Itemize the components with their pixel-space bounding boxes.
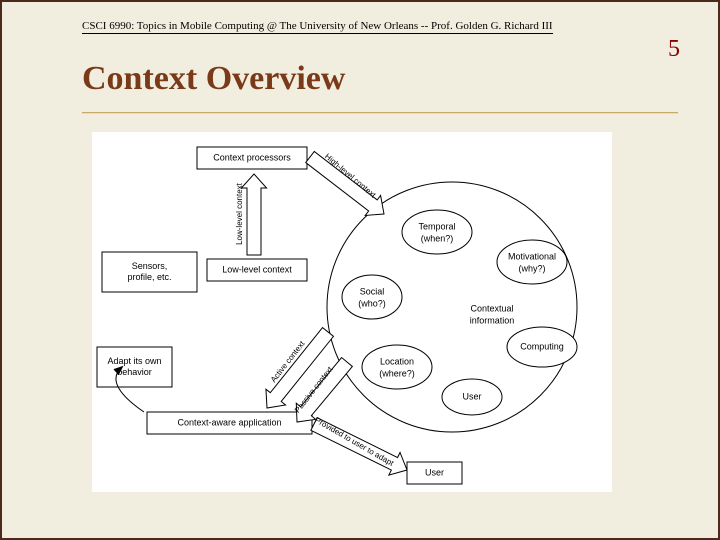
page-number: 5 bbox=[668, 36, 680, 63]
provided-to-user-arrow-label: Provided to user to adapt bbox=[313, 415, 396, 468]
svg-text:(why?): (why?) bbox=[518, 263, 545, 273]
sensors-label: Sensors, bbox=[132, 261, 168, 271]
context_processors-label: Context processors bbox=[213, 152, 291, 162]
inner-ellipse-0 bbox=[402, 210, 472, 254]
course-header: CSCI 6990: Topics in Mobile Computing @ … bbox=[82, 20, 553, 34]
user_box-label: User bbox=[425, 467, 444, 477]
svg-text:information: information bbox=[470, 315, 515, 325]
app-label: Context-aware application bbox=[177, 417, 281, 427]
svg-text:Temporal: Temporal bbox=[418, 221, 455, 231]
sensors-label: profile, etc. bbox=[127, 272, 171, 282]
svg-text:Motivational: Motivational bbox=[508, 251, 556, 261]
svg-text:Contextual: Contextual bbox=[470, 303, 513, 313]
low_level_box-label: Low-level context bbox=[222, 264, 292, 274]
adapt-label: Adapt its own bbox=[107, 356, 161, 366]
inner-ellipse-4 bbox=[362, 345, 432, 389]
svg-text:(when?): (when?) bbox=[421, 233, 454, 243]
svg-text:Social: Social bbox=[360, 286, 385, 296]
svg-text:(where?): (where?) bbox=[379, 368, 415, 378]
svg-text:(who?): (who?) bbox=[358, 298, 386, 308]
svg-text:Location: Location bbox=[380, 356, 414, 366]
inner-ellipse-1 bbox=[497, 240, 567, 284]
inner-ellipse-5 bbox=[342, 275, 402, 319]
title-underline bbox=[82, 112, 678, 114]
context-overview-diagram: Contextual information Context processor… bbox=[92, 132, 612, 492]
adapt-label: behavior bbox=[117, 367, 152, 377]
page-title: Context Overview bbox=[82, 60, 345, 98]
svg-text:Computing: Computing bbox=[520, 341, 564, 351]
low-level-context-arrow bbox=[241, 174, 266, 255]
low-level-context-arrow-label: Low-level context bbox=[235, 182, 244, 245]
high-level-context-arrow bbox=[306, 151, 384, 215]
svg-text:User: User bbox=[462, 391, 481, 401]
